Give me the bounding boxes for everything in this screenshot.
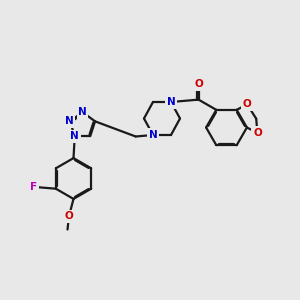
Text: N: N [167, 97, 176, 107]
Text: O: O [194, 79, 203, 89]
Text: F: F [30, 182, 38, 192]
Text: N: N [65, 116, 74, 126]
Text: O: O [64, 211, 74, 221]
Text: O: O [243, 99, 252, 110]
Text: O: O [253, 128, 262, 138]
Text: N: N [78, 107, 87, 117]
Text: N: N [148, 130, 158, 140]
Text: N: N [70, 131, 79, 141]
